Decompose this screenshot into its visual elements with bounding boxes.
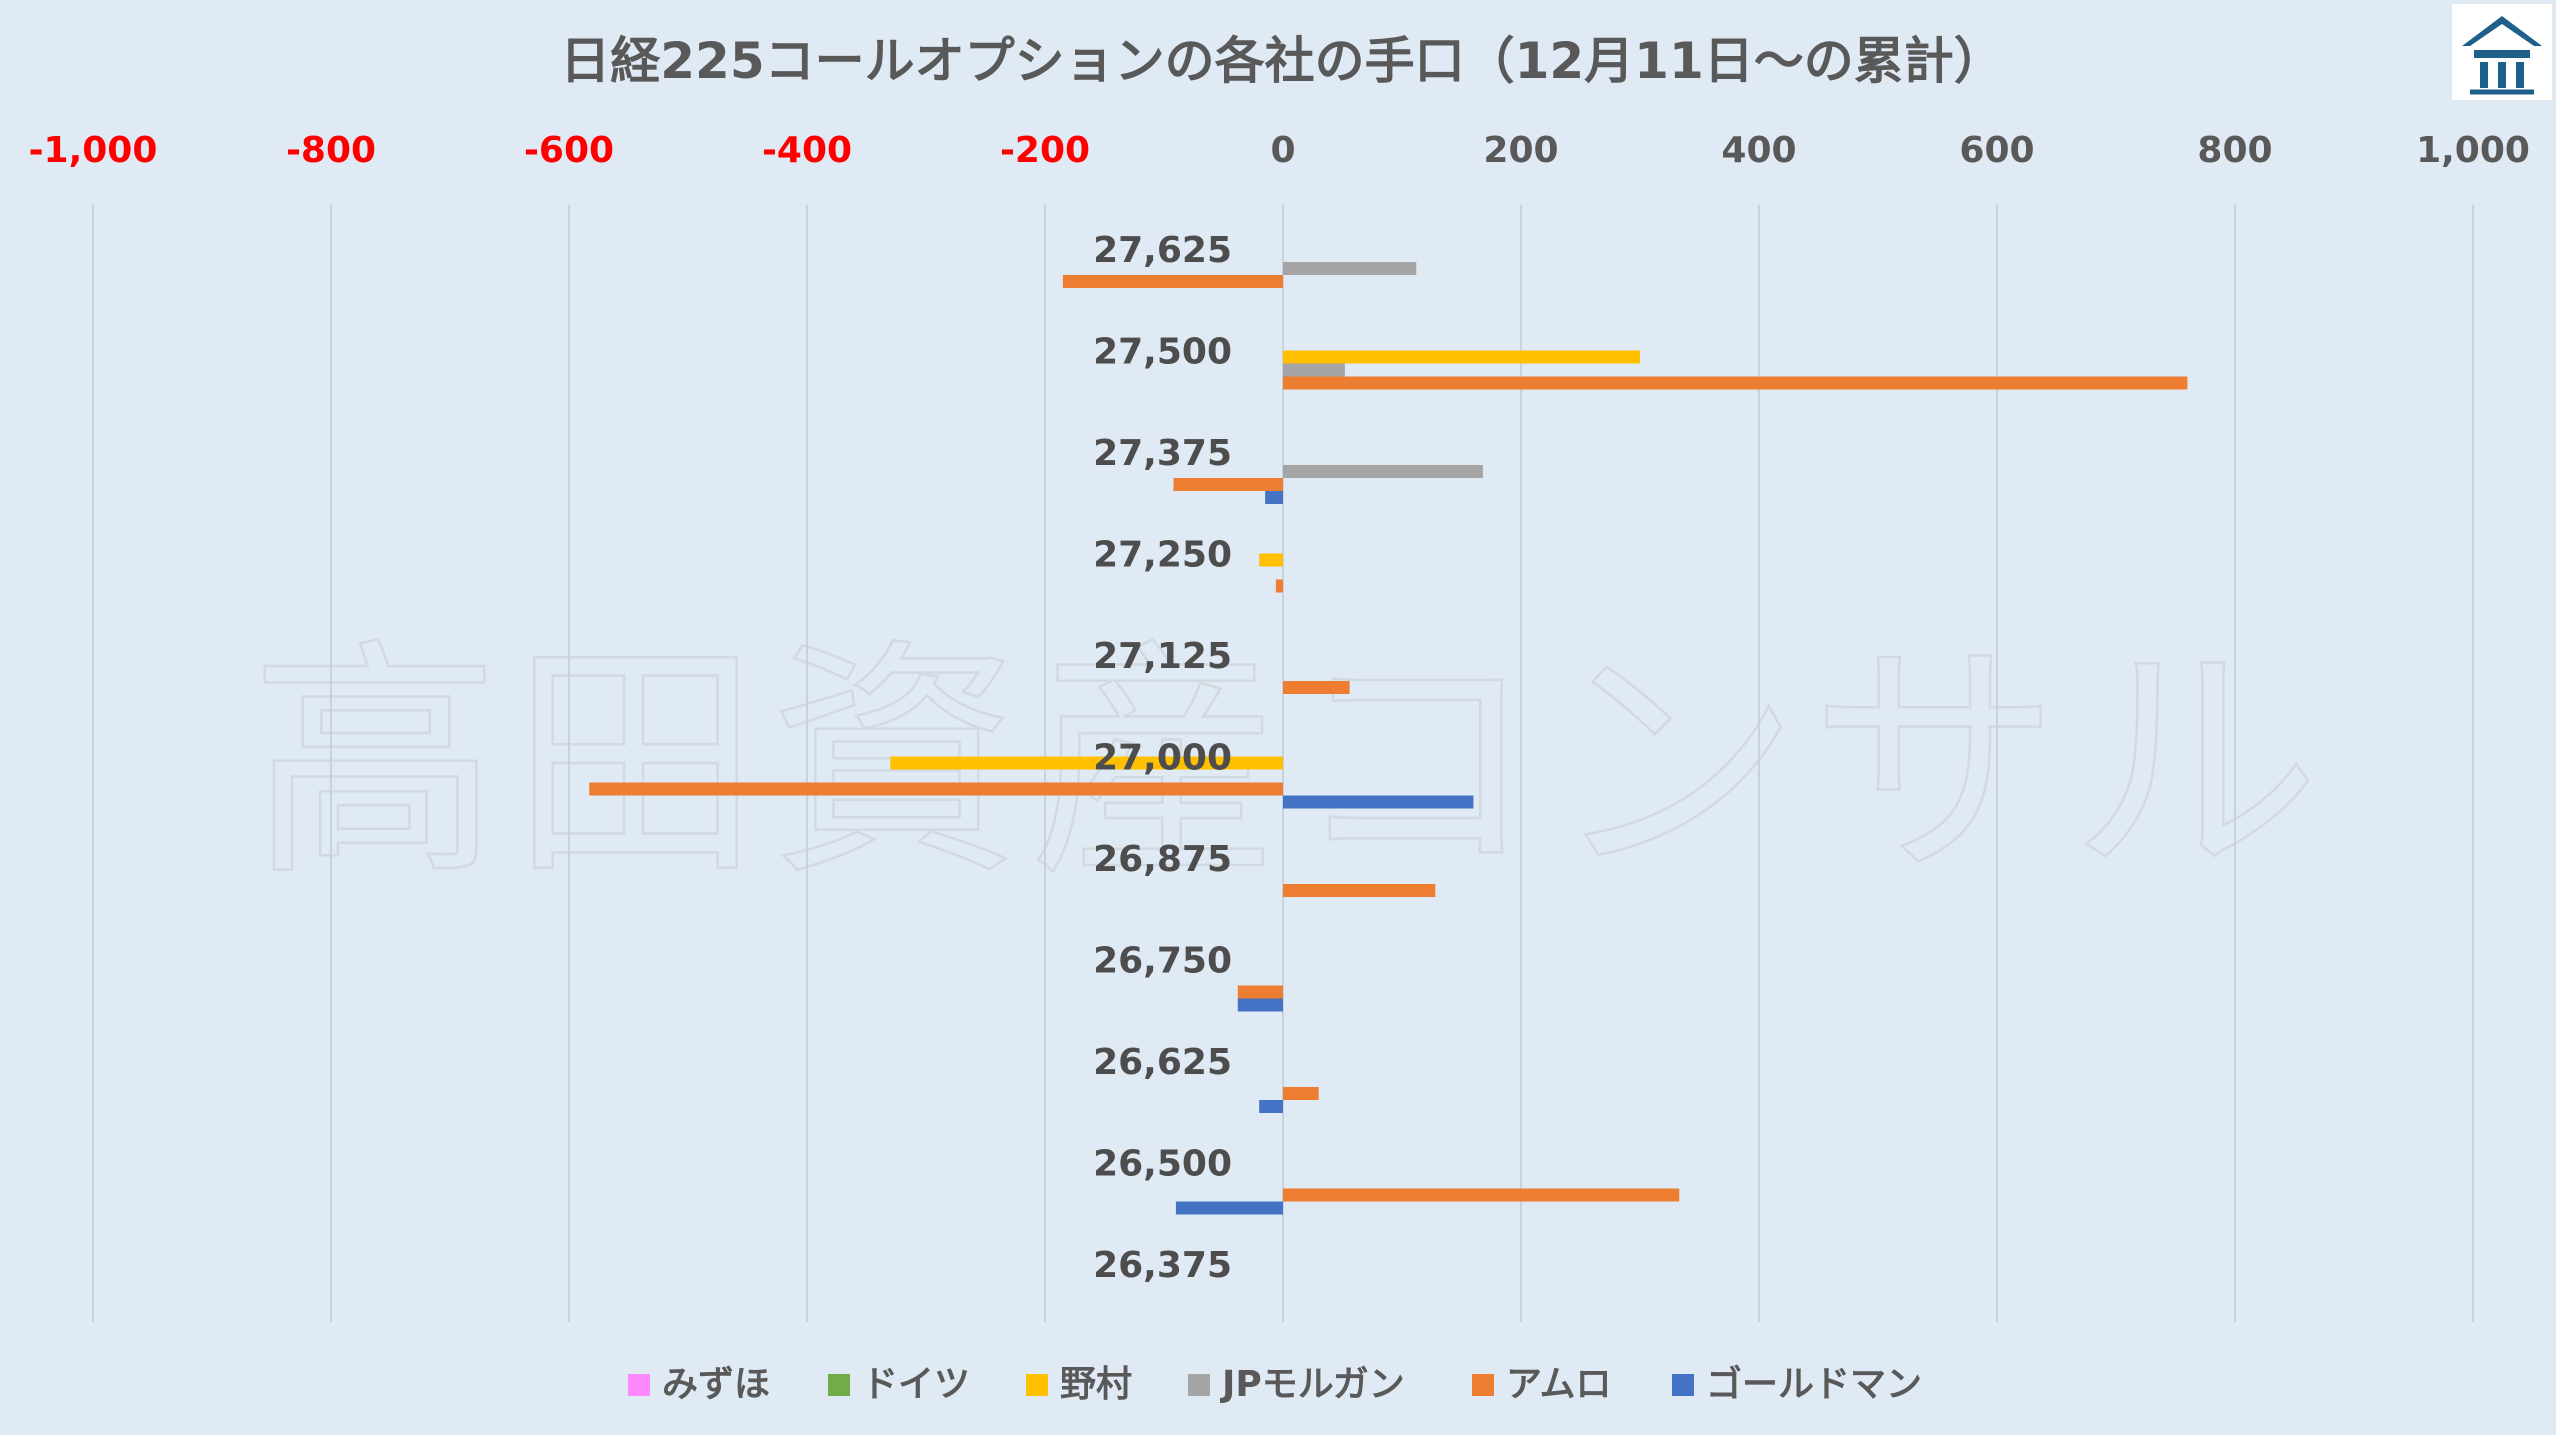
- legend-item: 野村: [1026, 1364, 1132, 1405]
- category-label: 27,250: [1093, 535, 1232, 576]
- category-label: 27,125: [1093, 636, 1232, 677]
- legend-item: ドイツ: [828, 1364, 970, 1405]
- legend-label: 野村: [1060, 1364, 1132, 1405]
- company-logo: [2452, 4, 2552, 100]
- x-tick-label: -400: [762, 130, 852, 171]
- legend-item: JPモルガン: [1188, 1364, 1405, 1405]
- legend: みずほ ドイツ 野村 JPモルガン アムロ ゴールドマン: [628, 1363, 1922, 1405]
- category-label: 26,500: [1093, 1144, 1232, 1185]
- bar-アムロ: [1283, 884, 1436, 897]
- x-tick-label: -1,000: [29, 130, 158, 171]
- bar-ゴールドマン: [1175, 1201, 1283, 1215]
- legend-item: アムロ: [1472, 1364, 1611, 1405]
- bar-野村: [890, 756, 1283, 770]
- x-tick-label: 1,000: [2416, 130, 2530, 171]
- legend-swatch: [1472, 1374, 1494, 1396]
- x-tick-label: 600: [1959, 130, 2034, 171]
- legend-label: ドイツ: [862, 1364, 970, 1405]
- bar-ゴールドマン: [1237, 998, 1283, 1012]
- chart-title: 日経225コールオプションの各社の手口（12月11日～の累計）: [560, 32, 2004, 90]
- legend-swatch: [828, 1374, 850, 1396]
- bar-アムロ: [1283, 376, 2188, 390]
- category-label: 27,375: [1093, 433, 1232, 474]
- legend-swatch: [1188, 1374, 1210, 1396]
- legend-item: みずほ: [628, 1364, 770, 1405]
- category-label: 27,500: [1093, 332, 1232, 373]
- x-axis-ticks: -1,000 -800 -600 -400 -200 0 200 400 600 800 1,000: [29, 130, 2530, 171]
- bar-JPモルガン: [1283, 262, 1417, 275]
- x-tick-label: -600: [524, 130, 614, 171]
- bar-アムロ: [1283, 681, 1350, 694]
- bar-アムロ: [1173, 478, 1283, 491]
- x-tick-label: -200: [1000, 130, 1090, 171]
- legend-label: アムロ: [1506, 1364, 1611, 1405]
- bar-アムロ: [1237, 985, 1283, 999]
- category-labels: 27,625 27,500 27,375 27,250 27,125 27,000 26,8…: [1093, 230, 1232, 1286]
- legend-swatch: [1026, 1374, 1048, 1396]
- bar-アムロ: [1275, 579, 1283, 593]
- legend-swatch: [628, 1374, 650, 1396]
- bar-野村: [1283, 350, 1640, 364]
- legend-label: みずほ: [662, 1364, 770, 1405]
- x-tick-label: 800: [2197, 130, 2272, 171]
- category-label: 26,625: [1093, 1042, 1232, 1083]
- legend-label: JPモルガン: [1219, 1364, 1405, 1405]
- bar-ゴールドマン: [1265, 491, 1283, 504]
- watermark: 高田資産コンサル: [250, 618, 2330, 909]
- bar-アムロ: [589, 782, 1283, 796]
- bar-アムロ: [1062, 275, 1283, 288]
- legend-swatch: [1672, 1374, 1694, 1396]
- x-tick-label: 0: [1270, 130, 1295, 171]
- bar-アムロ: [1283, 1188, 1680, 1202]
- category-label: 27,625: [1093, 230, 1232, 271]
- bars: [589, 262, 2188, 1215]
- bar-ゴールドマン: [1259, 1100, 1283, 1113]
- x-tick-label: 400: [1721, 130, 1796, 171]
- bar-JPモルガン: [1283, 465, 1483, 478]
- category-label: 26,375: [1093, 1245, 1232, 1286]
- bar-アムロ: [1283, 1087, 1319, 1100]
- category-label: 27,000: [1093, 738, 1232, 779]
- category-label: 26,875: [1093, 839, 1232, 880]
- legend-label: ゴールドマン: [1706, 1363, 1922, 1405]
- bar-JPモルガン: [1283, 363, 1345, 377]
- bar-ゴールドマン: [1283, 795, 1474, 809]
- x-tick-label: -800: [286, 130, 376, 171]
- x-tick-label: 200: [1483, 130, 1558, 171]
- category-label: 26,750: [1093, 941, 1232, 982]
- legend-item: ゴールドマン: [1672, 1363, 1922, 1405]
- bar-野村: [1259, 553, 1283, 567]
